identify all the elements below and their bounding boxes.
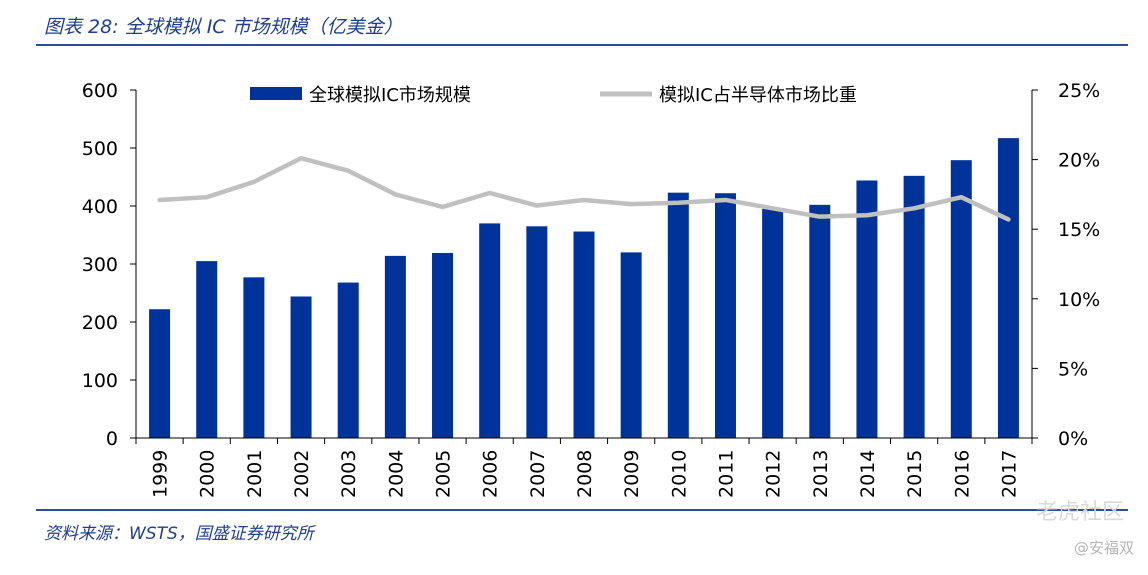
bar-2004 [384, 255, 406, 438]
x-tick-label: 2002 [291, 450, 313, 498]
x-tick-label: 2007 [527, 450, 549, 498]
right-tick-label: 15% [1058, 219, 1100, 241]
x-tick-label: 2005 [433, 450, 455, 498]
bar-2014 [856, 180, 878, 439]
share-line [157, 155, 1011, 222]
x-tick-label: 2009 [621, 450, 643, 498]
left-tick-label: 400 [82, 196, 118, 218]
x-tick-label: 2006 [480, 450, 502, 498]
x-tick-label: 2001 [244, 450, 266, 498]
right-tick-label: 25% [1058, 80, 1100, 102]
legend-label-line: 模拟IC占半导体市场比重 [659, 85, 857, 106]
right-tick-label: 5% [1058, 358, 1088, 380]
bar-2012 [762, 208, 784, 438]
x-tick-label: 2012 [763, 450, 785, 498]
left-tick-label: 500 [82, 138, 118, 160]
bar-2011 [714, 193, 736, 438]
bar-2003 [337, 282, 359, 438]
legend-swatch-bar [250, 87, 302, 100]
right-tick-label: 10% [1058, 289, 1100, 311]
bar-2016 [950, 160, 972, 438]
x-tick-label: 2014 [857, 450, 879, 498]
bar-2005 [432, 252, 454, 438]
x-tick-label: 2000 [197, 450, 219, 498]
bar-2017 [997, 138, 1019, 438]
right-tick-label: 0% [1058, 428, 1088, 450]
bar-2010 [667, 192, 689, 438]
footer-rule [36, 509, 1128, 511]
x-tick-label: 1999 [150, 450, 172, 498]
figure-title: 图表 28: 全球模拟 IC 市场规模（亿美金） [44, 16, 403, 38]
right-tick-label: 20% [1058, 150, 1100, 172]
bar-2001 [243, 277, 265, 438]
left-tick-label: 0 [106, 428, 118, 450]
x-tick-label: 2010 [668, 450, 690, 498]
x-tick-label: 2013 [810, 450, 832, 498]
watermark-author: @安福双 [1073, 539, 1134, 557]
header-rule [36, 44, 1128, 46]
left-tick-label: 600 [82, 80, 118, 102]
line-group [157, 155, 1011, 222]
chart: 全球模拟IC市场规模 模拟IC占半导体市场比重 0 100 200 300 400 500… [82, 80, 1101, 498]
bar-2009 [620, 252, 642, 438]
watermark: 老虎社区 [1035, 500, 1124, 525]
bar-1999 [149, 309, 171, 438]
legend: 全球模拟IC市场规模 模拟IC占半导体市场比重 [250, 85, 857, 106]
bar-2015 [903, 175, 925, 438]
bar-2002 [290, 296, 312, 438]
x-tick-label: 2004 [385, 450, 407, 498]
bar-2000 [196, 261, 218, 438]
bar-2006 [479, 223, 501, 438]
left-tick-label: 300 [82, 254, 118, 276]
bar-2013 [809, 204, 831, 438]
source-note: 资料来源：WSTS，国盛证券研究所 [44, 524, 314, 544]
axes-group: 0 100 200 300 400 500 600 0% 5% 10% 15% 20% 25% 1999 2… [82, 80, 1101, 498]
x-tick-label: 2015 [904, 450, 926, 498]
x-tick-label: 2003 [338, 450, 360, 498]
x-tick-label: 2017 [998, 450, 1020, 498]
x-tick-label: 2011 [715, 450, 737, 498]
bars-group [149, 138, 1019, 439]
legend-label-bar: 全球模拟IC市场规模 [309, 85, 471, 106]
left-tick-label: 200 [82, 312, 118, 334]
x-tick-label: 2008 [574, 450, 596, 498]
left-tick-label: 100 [82, 370, 118, 392]
bar-2008 [573, 231, 595, 438]
x-tick-label: 2016 [951, 450, 973, 498]
bar-2007 [526, 226, 548, 438]
